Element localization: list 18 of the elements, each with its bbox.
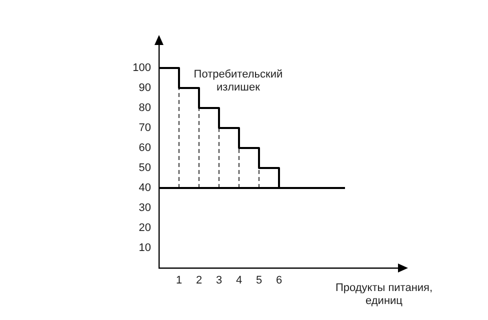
- x-tick-label: 5: [256, 274, 262, 287]
- y-tick-label: 100: [132, 62, 151, 74]
- annotation: Потребительский излишек: [194, 68, 283, 94]
- y-tick-label: 10: [138, 242, 151, 254]
- x-tick-label: 1: [176, 274, 182, 287]
- y-tick-label: 50: [138, 162, 151, 174]
- y-tick-label: 20: [138, 222, 151, 234]
- y-tick-label: 60: [138, 142, 151, 154]
- x-tick-label: 4: [236, 274, 242, 287]
- x-tick-label: 6: [276, 274, 282, 287]
- x-tick-label: 2: [196, 274, 202, 287]
- y-tick-label: 80: [138, 102, 151, 114]
- y-tick-label: 70: [138, 122, 151, 134]
- y-tick-label: 30: [138, 202, 151, 214]
- y-tick-label: 90: [138, 82, 151, 94]
- x-axis-title: Продукты питания, единиц: [334, 282, 434, 308]
- x-tick-label: 3: [216, 274, 222, 287]
- y-tick-label: 40: [138, 182, 151, 194]
